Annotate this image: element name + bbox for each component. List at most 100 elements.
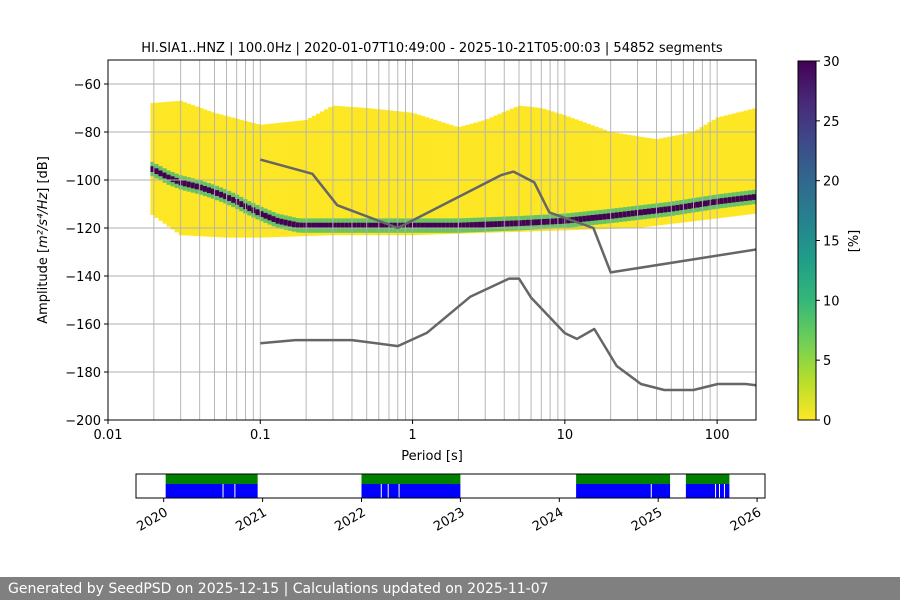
histogram-column <box>344 106 349 236</box>
histogram-column <box>655 139 660 226</box>
histogram-column <box>295 120 301 237</box>
histogram-mode <box>356 222 361 229</box>
histogram-mode <box>477 221 482 228</box>
histogram-mode <box>186 181 192 188</box>
histogram-mode <box>550 218 555 225</box>
histogram-column <box>239 119 244 238</box>
histogram-mode <box>574 216 579 223</box>
availability-segment-top <box>576 474 671 484</box>
histogram-column <box>408 112 414 236</box>
histogram-column <box>751 108 756 214</box>
histogram-column <box>497 113 502 233</box>
high-noise-model <box>259 158 756 274</box>
histogram-mode <box>239 201 244 207</box>
histogram-column <box>404 112 410 236</box>
histogram-mode <box>683 203 688 210</box>
histogram-mode <box>433 222 438 229</box>
histogram-column <box>578 120 583 230</box>
y-tick-label: −80 <box>74 126 101 141</box>
availability-tick-label: 2022 <box>332 505 368 535</box>
y-axis-label-units: m²/s⁴/Hz <box>36 192 51 248</box>
y-tick-label: −160 <box>65 318 101 333</box>
availability-frame <box>135 473 766 499</box>
histogram-column <box>263 124 268 238</box>
histogram-mode <box>437 222 442 229</box>
histogram-mode <box>675 204 680 211</box>
histogram-column <box>267 123 272 238</box>
histogram-mode <box>731 196 737 203</box>
histogram-column <box>429 118 434 235</box>
colorbar-tick-label: 15 <box>823 235 840 250</box>
histogram-column <box>356 107 361 236</box>
histogram-column <box>433 119 438 235</box>
histogram-mode <box>384 222 389 229</box>
histogram-column <box>687 132 692 222</box>
histogram-column <box>570 117 575 231</box>
histogram-mode <box>162 172 167 179</box>
histogram-mode <box>166 174 171 181</box>
histogram-column <box>735 112 741 216</box>
histogram-mode <box>606 213 611 220</box>
histogram-mode <box>267 214 272 221</box>
colorbar-tick-label: 10 <box>823 294 840 309</box>
histogram-mode <box>679 204 684 211</box>
histogram-mode <box>743 195 749 201</box>
histogram-mode <box>263 212 268 219</box>
histogram-mode <box>202 186 208 192</box>
histogram-column <box>521 106 527 232</box>
histogram-column <box>352 107 357 236</box>
histogram-mode <box>259 211 264 217</box>
histogram-mode <box>158 170 163 177</box>
histogram-mode <box>416 222 422 229</box>
x-axis-label: Period [s] <box>401 449 463 464</box>
histogram-column <box>154 102 159 218</box>
histogram-mode <box>283 219 289 226</box>
histogram-column <box>647 138 652 227</box>
histogram-mode <box>739 195 745 202</box>
histogram-mode <box>299 222 305 229</box>
histogram-column <box>679 134 684 223</box>
histogram-mode <box>638 209 644 216</box>
histogram-mode <box>424 222 430 229</box>
histogram-mode <box>206 187 212 194</box>
histogram-mode <box>687 203 692 209</box>
histogram-mode <box>368 222 373 229</box>
availability-tick-label: 2021 <box>233 505 269 535</box>
histogram-mode <box>727 197 733 203</box>
histogram-mode <box>404 222 410 229</box>
histogram-column <box>396 111 402 236</box>
histogram-column <box>517 105 523 232</box>
histogram-mode <box>340 222 345 229</box>
histogram-mode <box>538 219 543 225</box>
histogram-mode <box>287 220 293 227</box>
availability-segment-top <box>361 474 461 484</box>
histogram-column <box>380 109 385 236</box>
histogram-mode <box>655 207 660 214</box>
histogram-column <box>699 127 704 221</box>
histogram-column <box>529 107 535 232</box>
histogram-mode <box>174 177 180 184</box>
histogram-mode <box>255 209 260 216</box>
histogram-column <box>505 110 511 233</box>
histogram-column <box>328 107 333 236</box>
availability-segment-bottom <box>685 484 730 498</box>
histogram-column <box>441 122 446 235</box>
histogram-mode <box>412 222 418 229</box>
histogram-mode <box>521 220 527 226</box>
y-tick-label: −60 <box>74 78 101 93</box>
histogram-mode <box>445 222 450 229</box>
histogram-column <box>542 108 547 232</box>
histogram-mode <box>642 209 648 215</box>
histogram-column <box>743 110 749 215</box>
histogram-column <box>513 106 519 232</box>
histogram-column <box>711 119 716 219</box>
histogram-mode <box>449 222 454 229</box>
histogram-column <box>324 109 329 236</box>
histogram-column <box>392 110 398 236</box>
histogram-mode <box>626 210 632 217</box>
histogram-mode <box>271 216 276 222</box>
histogram-column <box>715 117 720 219</box>
histogram-mode <box>170 176 175 183</box>
histogram-mode <box>465 222 470 229</box>
histogram-mode <box>663 206 668 213</box>
